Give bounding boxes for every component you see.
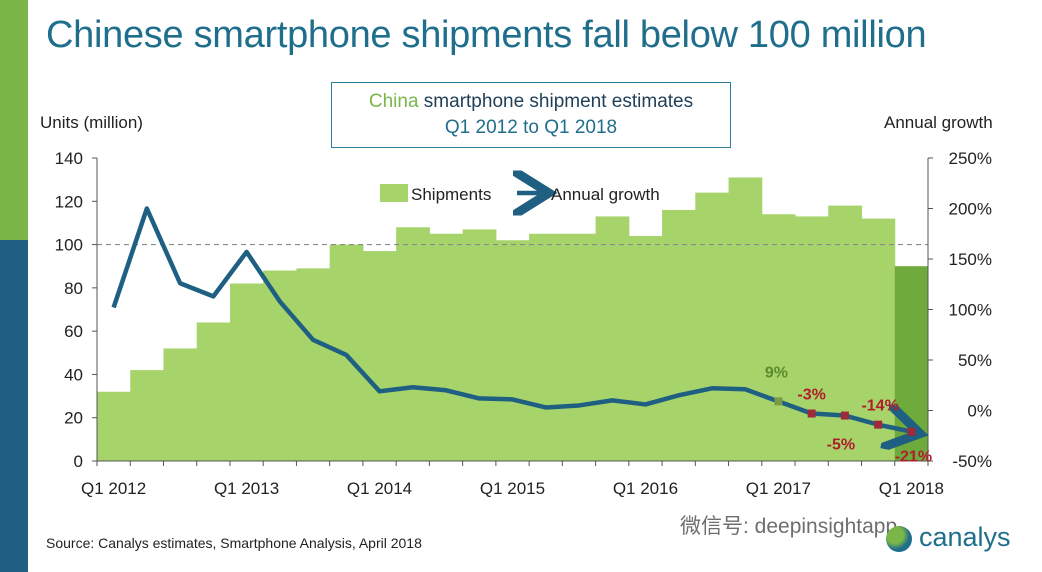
right-tick-label: 250% [949,149,992,168]
data-marker [840,411,849,420]
bar [296,268,331,461]
data-label: 9% [765,364,788,381]
source-note: Source: Canalys estimates, Smartphone An… [46,535,422,551]
right-tick-label: 0% [967,402,992,421]
x-tick-label: Q1 2013 [214,479,279,498]
data-label: -3% [797,387,825,404]
left-tick-label: 60 [64,322,83,341]
left-tick-label: 20 [64,409,83,428]
page-title: Chinese smartphone shipments fall below … [46,14,927,56]
bar [97,391,131,461]
bar [429,233,464,461]
legend-label-growth: Annual growth [551,185,660,204]
bars-group [97,177,929,461]
bar [196,322,231,461]
subtitle-rest: smartphone shipment estimates [418,91,694,112]
left-tick-label: 40 [64,365,83,384]
data-marker [807,409,816,418]
chart-subtitle-box: China smartphone shipment estimates Q1 2… [331,82,731,148]
accent-bar-green [0,0,28,240]
bar [495,240,530,461]
right-tick-label: 150% [949,250,992,269]
bar [662,209,696,461]
logo-text: canalys [919,522,1011,552]
legend-label-shipments: Shipments [411,185,491,204]
bar [628,235,663,461]
bar [163,348,198,461]
data-marker [774,397,783,406]
left-tick-label: 100 [55,236,83,255]
subtitle-line-1: China smartphone shipment estimates [332,89,730,115]
right-tick-label: 50% [958,351,992,370]
bar [595,216,630,461]
data-marker [874,420,883,429]
x-tick-label: Q1 2018 [879,479,944,498]
x-tick-label: Q1 2014 [347,479,412,498]
bar [795,216,829,461]
left-tick-label: 120 [55,192,83,211]
right-tick-label: 100% [949,301,992,320]
left-tick-label: 80 [64,279,83,298]
legend-swatch-shipments [380,184,408,202]
left-tick-label: 140 [55,149,83,168]
data-label: -5% [827,437,855,454]
x-tick-label: Q1 2012 [81,479,146,498]
left-axis-label: Units (million) [40,113,143,132]
subtitle-line-2: Q1 2012 to Q1 2018 [444,117,618,138]
right-tick-label: -50% [952,452,992,471]
x-tick-label: Q1 2017 [746,479,811,498]
logo-globe-icon [886,526,912,552]
watermark-text: 微信号: deepinsightapp [680,515,898,538]
right-axis-label: Annual growth [884,113,993,132]
bar [462,229,497,461]
bar [761,214,796,461]
bar [828,205,863,461]
data-label: -14% [861,398,898,415]
bar [562,233,597,461]
right-tick-label: 200% [949,200,992,219]
accent-bar-blue [0,240,28,572]
bar [396,227,430,461]
bar [229,283,264,461]
left-tick-label: 0 [74,452,83,471]
data-label: -21% [895,449,932,466]
canalys-logo: canalys [886,522,1026,556]
subtitle-highlight: China [368,91,419,112]
bar [130,370,164,461]
axes-group: 0 20 40 60 80 100 120 140 -50% 0% 50% 100% 150% 200% 2… [55,149,992,498]
bar [529,233,563,461]
data-marker [907,427,916,436]
bar [362,251,397,461]
legend: Shipments Annual growth [380,184,660,204]
x-tick-label: Q1 2016 [613,479,678,498]
bar [728,177,763,461]
growth-line-group: 9% -3% -5% -14% -21% [111,206,932,466]
bar [695,192,730,461]
x-tick-label: Q1 2015 [480,479,545,498]
